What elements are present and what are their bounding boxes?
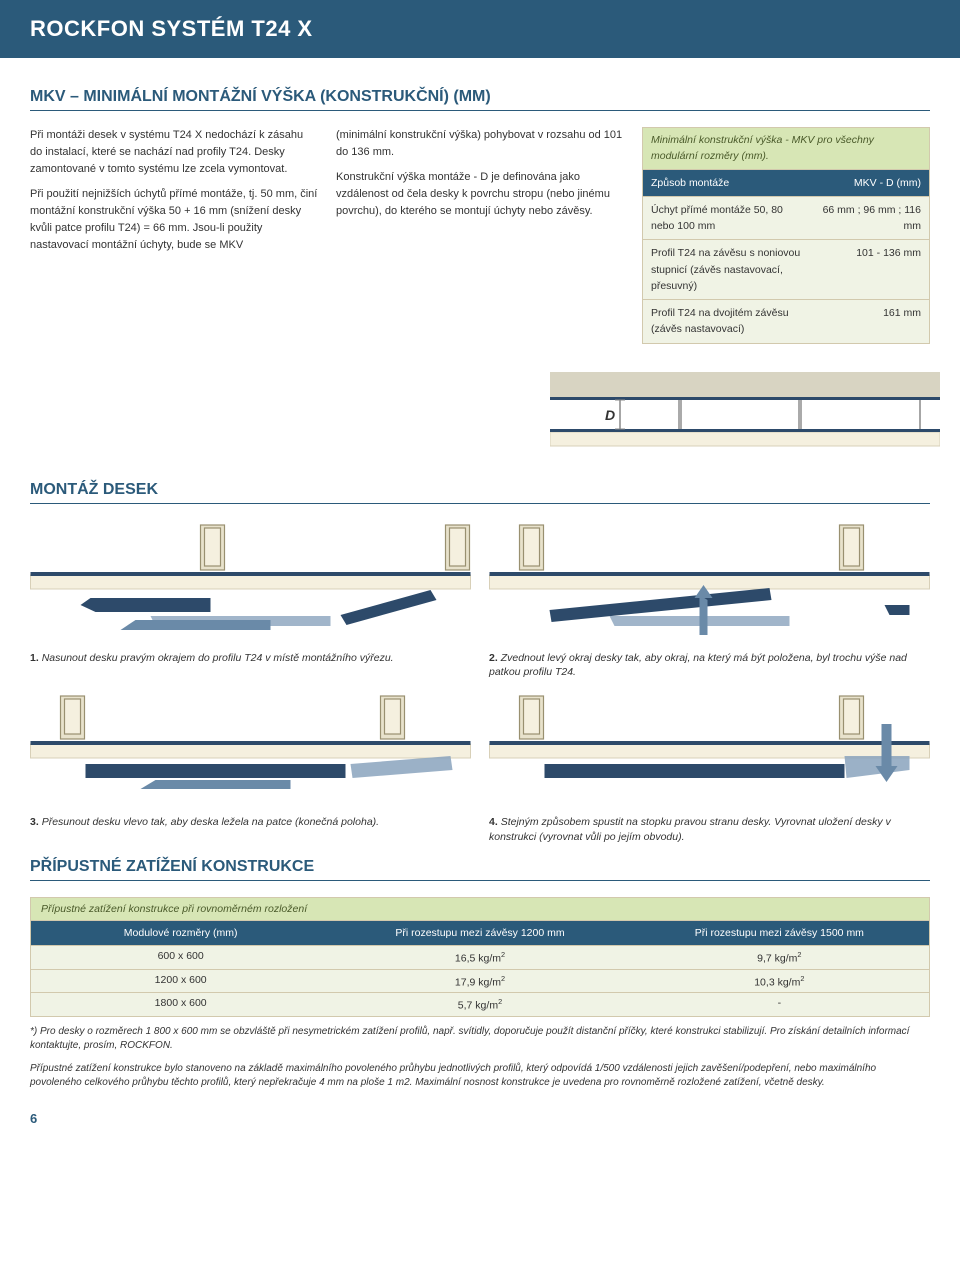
mkv-col2: (minimální konstrukční výška) pohybovat … (336, 127, 624, 344)
mkv-cell: 66 mm ; 96 mm ; 116 mm (813, 197, 929, 240)
steps-row-2: 3. Přesunout desku vlevo tak, aby deska … (30, 694, 930, 844)
mkv-col2-p2: Konstrukční výška montáže - D je definov… (336, 169, 624, 220)
mkv-col3: Minimální konstrukční výška - MKV pro vš… (642, 127, 930, 344)
step4-diagram (489, 694, 930, 804)
page-body: MKV – MINIMÁLNÍ MONTÁŽNÍ VÝŠKA (KONSTRUK… (0, 58, 960, 1111)
step-2: 2. Zvednout levý okraj desky tak, aby ok… (489, 520, 930, 680)
step-4: 4. Stejným způsobem spustit na stopku pr… (489, 694, 930, 844)
mkv-head-c1: Způsob montáže (643, 170, 813, 196)
steps-row-1: 1. Nasunout desku pravým okrajem do prof… (30, 520, 930, 680)
mkv-table-caption: Minimální konstrukční výška - MKV pro vš… (643, 128, 929, 170)
mkv-table-head: Způsob montáže MKV - D (mm) (643, 170, 929, 196)
mkv-row: Úchyt přímé montáže 50, 80 nebo 100 mm 6… (643, 196, 929, 240)
mkv-table: Minimální konstrukční výška - MKV pro vš… (642, 127, 930, 344)
load-cell: 10,3 kg/m2 (630, 970, 929, 993)
step-1: 1. Nasunout desku pravým okrajem do prof… (30, 520, 471, 680)
mkv-cell: 101 - 136 mm (813, 240, 929, 299)
d-diagram: D (550, 372, 940, 452)
load-cell: 600 x 600 (31, 946, 330, 969)
montaz-title: MONTÁŽ DESEK (30, 481, 930, 504)
load-row: 600 x 600 16,5 kg/m2 9,7 kg/m2 (31, 945, 929, 969)
step-3: 3. Přesunout desku vlevo tak, aby deska … (30, 694, 471, 844)
step4-caption: 4. Stejným způsobem spustit na stopku pr… (489, 815, 930, 844)
load-cell: 1800 x 600 (31, 993, 330, 1016)
mkv-row: Profil T24 na závěsu s noniovou stupnicí… (643, 239, 929, 299)
load-cell: 17,9 kg/m2 (330, 970, 629, 993)
load-title: PŘÍPUSTNÉ ZATÍŽENÍ KONSTRUKCE (30, 858, 930, 881)
step1-diagram (30, 520, 471, 640)
mkv-col2-p1: (minimální konstrukční výška) pohybovat … (336, 127, 624, 161)
page-number: 6 (0, 1111, 960, 1136)
mkv-cell: Profil T24 na závěsu s noniovou stupnicí… (643, 240, 813, 299)
load-cell: 1200 x 600 (31, 970, 330, 993)
mkv-cell: Úchyt přímé montáže 50, 80 nebo 100 mm (643, 197, 813, 240)
mkv-col1-p1: Při montáži desek v systému T24 X nedoch… (30, 127, 318, 178)
step2-diagram (489, 520, 930, 640)
step3-caption: 3. Přesunout desku vlevo tak, aby deska … (30, 815, 471, 830)
step3-diagram (30, 694, 471, 804)
load-row: 1800 x 600 5,7 kg/m2 - (31, 992, 929, 1016)
load-row: 1200 x 600 17,9 kg/m2 10,3 kg/m2 (31, 969, 929, 993)
load-caption: Přípustné zatížení konstrukce při rovnom… (31, 898, 929, 921)
mkv-cell: Profil T24 na dvojitém závěsu (závěs nas… (643, 300, 813, 343)
load-foot2: Přípustné zatížení konstrukce bylo stano… (30, 1062, 930, 1091)
step1-caption: 1. Nasunout desku pravým okrajem do prof… (30, 651, 471, 666)
mkv-head-c2: MKV - D (mm) (813, 170, 929, 196)
step2-caption: 2. Zvednout levý okraj desky tak, aby ok… (489, 651, 930, 680)
load-cell: 16,5 kg/m2 (330, 946, 629, 969)
load-cell: 9,7 kg/m2 (630, 946, 929, 969)
load-head-c3: Při rozestupu mezi závěsy 1500 mm (630, 921, 929, 945)
load-cell: - (630, 993, 929, 1016)
mkv-cell: 161 mm (813, 300, 929, 343)
load-head-c1: Modulové rozměry (mm) (31, 921, 330, 945)
load-head-c2: Při rozestupu mezi závěsy 1200 mm (330, 921, 629, 945)
mkv-section-title: MKV – MINIMÁLNÍ MONTÁŽNÍ VÝŠKA (KONSTRUK… (30, 88, 930, 111)
load-foot1: *) Pro desky o rozměrech 1 800 x 600 mm … (30, 1025, 930, 1054)
load-cell: 5,7 kg/m2 (330, 993, 629, 1016)
load-head: Modulové rozměry (mm) Při rozestupu mezi… (31, 921, 929, 945)
load-table: Přípustné zatížení konstrukce při rovnom… (30, 897, 930, 1017)
mkv-col1-p2: Při použití nejnižších úchytů přímé mont… (30, 186, 318, 254)
header-title: ROCKFON SYSTÉM T24 X (30, 16, 313, 41)
page-header: ROCKFON SYSTÉM T24 X (0, 0, 960, 58)
svg-text:D: D (605, 407, 615, 423)
mkv-columns: Při montáži desek v systému T24 X nedoch… (30, 127, 930, 344)
mkv-row: Profil T24 na dvojitém závěsu (závěs nas… (643, 299, 929, 343)
mkv-col1: Při montáži desek v systému T24 X nedoch… (30, 127, 318, 344)
